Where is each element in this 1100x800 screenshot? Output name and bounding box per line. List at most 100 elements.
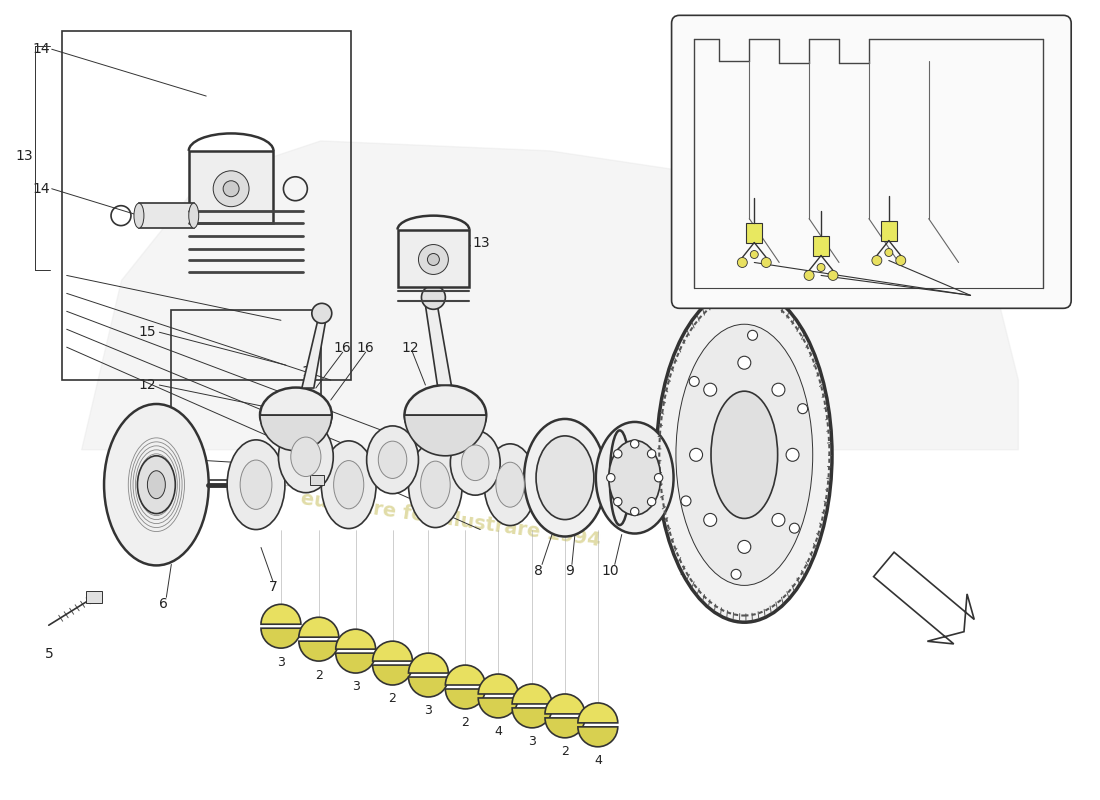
Circle shape — [630, 507, 639, 516]
Wedge shape — [446, 665, 485, 685]
Wedge shape — [478, 698, 518, 718]
Ellipse shape — [189, 203, 199, 228]
Ellipse shape — [321, 441, 376, 529]
Circle shape — [213, 170, 249, 206]
Ellipse shape — [147, 470, 165, 498]
Text: 4: 4 — [594, 754, 602, 767]
Circle shape — [786, 448, 799, 462]
Circle shape — [690, 377, 700, 386]
Polygon shape — [301, 320, 326, 388]
Ellipse shape — [227, 440, 285, 530]
Wedge shape — [513, 684, 552, 704]
Circle shape — [884, 249, 893, 257]
Ellipse shape — [496, 462, 525, 507]
Wedge shape — [299, 618, 339, 637]
Text: 2: 2 — [315, 669, 322, 682]
FancyBboxPatch shape — [672, 15, 1071, 308]
Polygon shape — [81, 141, 1019, 450]
Ellipse shape — [711, 391, 778, 518]
Ellipse shape — [378, 441, 407, 478]
Wedge shape — [513, 708, 552, 728]
Wedge shape — [544, 694, 585, 714]
Wedge shape — [299, 641, 339, 661]
Wedge shape — [373, 665, 412, 685]
Wedge shape — [478, 674, 518, 694]
Text: 5: 5 — [45, 647, 54, 661]
Ellipse shape — [290, 437, 321, 477]
Text: 2: 2 — [561, 746, 569, 758]
Bar — [813, 235, 829, 255]
Circle shape — [872, 255, 882, 266]
Circle shape — [895, 255, 905, 266]
Text: 11: 11 — [679, 565, 696, 578]
Text: 15: 15 — [139, 326, 156, 339]
Circle shape — [748, 330, 758, 340]
Circle shape — [418, 245, 449, 274]
Text: 13: 13 — [472, 235, 490, 250]
Bar — [189, 151, 274, 222]
Text: 13: 13 — [15, 149, 33, 163]
Circle shape — [704, 514, 717, 526]
Circle shape — [630, 440, 639, 448]
Wedge shape — [578, 727, 618, 746]
Ellipse shape — [134, 203, 144, 228]
Circle shape — [681, 496, 691, 506]
Ellipse shape — [333, 461, 364, 509]
Ellipse shape — [450, 430, 500, 495]
Circle shape — [690, 448, 703, 462]
Circle shape — [614, 498, 622, 506]
Ellipse shape — [462, 445, 490, 481]
Circle shape — [223, 181, 239, 197]
Bar — [397, 230, 470, 287]
Wedge shape — [405, 415, 486, 456]
Circle shape — [772, 383, 785, 396]
Bar — [139, 203, 194, 228]
Text: 3: 3 — [425, 705, 432, 718]
Wedge shape — [336, 653, 375, 673]
Circle shape — [654, 474, 663, 482]
Text: 3: 3 — [528, 735, 536, 748]
Bar — [881, 221, 896, 241]
Ellipse shape — [408, 442, 462, 527]
Ellipse shape — [405, 385, 486, 445]
Circle shape — [737, 258, 747, 267]
Ellipse shape — [608, 440, 661, 515]
Ellipse shape — [536, 436, 594, 519]
Circle shape — [828, 270, 838, 281]
Ellipse shape — [240, 460, 272, 510]
Wedge shape — [261, 604, 301, 624]
Text: 12: 12 — [139, 378, 156, 392]
Circle shape — [732, 570, 741, 579]
Circle shape — [738, 541, 751, 554]
Ellipse shape — [420, 461, 450, 508]
Ellipse shape — [524, 419, 606, 537]
Circle shape — [772, 514, 785, 526]
Text: 18: 18 — [980, 294, 999, 307]
Bar — [746, 222, 762, 242]
Text: 6: 6 — [158, 598, 168, 611]
Text: 8: 8 — [534, 565, 542, 578]
Ellipse shape — [421, 286, 446, 310]
Ellipse shape — [278, 421, 333, 493]
Circle shape — [750, 250, 758, 258]
Text: 2: 2 — [388, 693, 396, 706]
Text: 1: 1 — [301, 365, 310, 379]
Circle shape — [804, 270, 814, 281]
Wedge shape — [446, 689, 485, 709]
Wedge shape — [336, 630, 375, 649]
Bar — [172, 310, 321, 480]
Circle shape — [428, 254, 439, 266]
Wedge shape — [260, 415, 332, 451]
Ellipse shape — [596, 422, 673, 534]
Ellipse shape — [484, 444, 536, 526]
Wedge shape — [578, 703, 618, 723]
Ellipse shape — [657, 287, 832, 622]
Text: 17: 17 — [139, 450, 156, 465]
Ellipse shape — [104, 404, 209, 566]
Wedge shape — [408, 677, 449, 697]
Text: 3: 3 — [277, 655, 285, 669]
Ellipse shape — [138, 456, 175, 514]
Text: 16: 16 — [356, 341, 374, 355]
Wedge shape — [408, 653, 449, 673]
Ellipse shape — [675, 324, 813, 586]
